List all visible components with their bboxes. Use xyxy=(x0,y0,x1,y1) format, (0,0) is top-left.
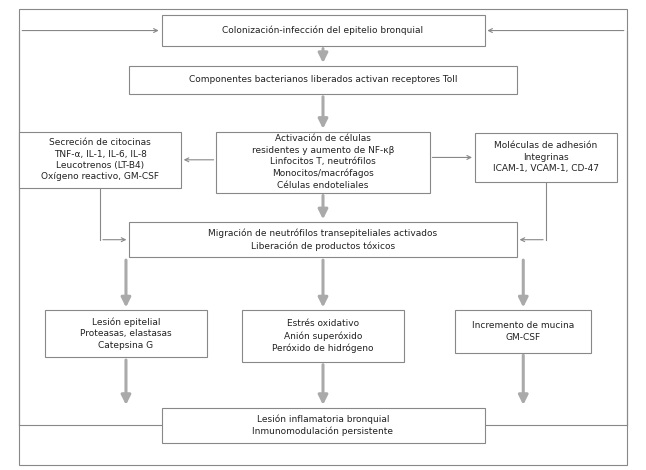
FancyBboxPatch shape xyxy=(475,133,617,182)
Text: Incremento de mucina
GM-CSF: Incremento de mucina GM-CSF xyxy=(472,321,574,342)
Text: Lesión epitelial
Proteasas, elastasas
Catepsina G: Lesión epitelial Proteasas, elastasas Ca… xyxy=(80,318,172,350)
FancyBboxPatch shape xyxy=(162,15,484,46)
FancyBboxPatch shape xyxy=(455,310,591,352)
FancyBboxPatch shape xyxy=(19,132,181,188)
FancyBboxPatch shape xyxy=(129,66,517,94)
FancyBboxPatch shape xyxy=(162,407,484,443)
Text: Lesión inflamatoria bronquial
Inmunomodulación persistente: Lesión inflamatoria bronquial Inmunomodu… xyxy=(253,415,393,436)
Text: Colonización-infección del epitelio bronquial: Colonización-infección del epitelio bron… xyxy=(222,26,424,35)
FancyBboxPatch shape xyxy=(45,310,207,357)
FancyBboxPatch shape xyxy=(242,310,404,362)
Text: Moléculas de adhesión
Integrinas
ICAM-1, VCAM-1, CD-47: Moléculas de adhesión Integrinas ICAM-1,… xyxy=(493,141,599,173)
Text: Activación de células
residentes y aumento de NF-κβ
Linfocitos T, neutrófilos
Mo: Activación de células residentes y aumen… xyxy=(252,134,394,190)
Text: Estrés oxidativo
Anión superóxido
Peróxido de hidrógeno: Estrés oxidativo Anión superóxido Peróxi… xyxy=(272,320,374,352)
Text: Migración de neutrófilos transepiteliales activados
Liberación de productos tóxi: Migración de neutrófilos transepiteliale… xyxy=(209,229,437,251)
FancyBboxPatch shape xyxy=(129,222,517,258)
FancyBboxPatch shape xyxy=(216,132,430,193)
Text: Componentes bacterianos liberados activan receptores Toll: Componentes bacterianos liberados activa… xyxy=(189,75,457,85)
Text: Secreción de citocinas
TNF-α, IL-1, IL-6, IL-8
Leucotrenos (LT-B4)
Oxígeno react: Secreción de citocinas TNF-α, IL-1, IL-6… xyxy=(41,138,159,181)
